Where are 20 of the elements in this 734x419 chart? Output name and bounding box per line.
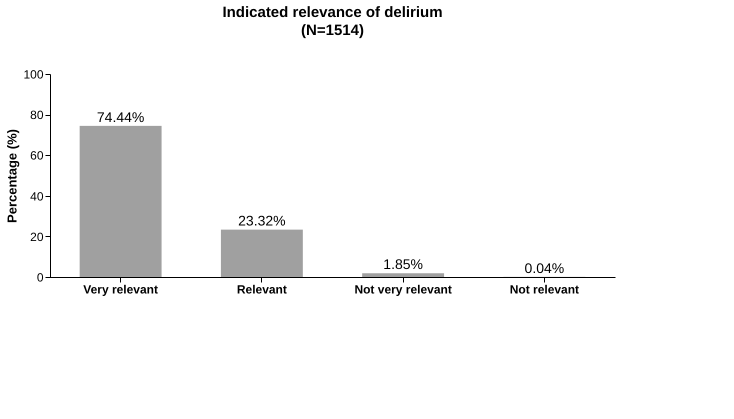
x-tick-label: Very relevant [83,282,158,296]
x-tick-label: Not relevant [510,282,580,296]
chart-title: Indicated relevance of delirium [222,4,443,21]
y-tick-label: 80 [30,108,44,122]
y-tick-label: 40 [30,189,44,204]
y-tick-label: 0 [36,270,44,284]
bar [362,273,444,277]
data-label: 74.44% [96,108,144,125]
y-tick-label: 100 [23,68,44,82]
data-label: 1.85% [383,256,423,272]
data-label: 23.32% [238,212,286,229]
y-tick-label: 60 [30,148,44,163]
chart-subtitle: (N=1514) [301,22,364,39]
y-axis-title: Percentage (%) [4,129,20,223]
data-label: 0.04% [524,260,564,276]
bar [220,230,303,277]
y-tick-label: 20 [30,230,44,244]
x-tick-label: Not very relevant [354,282,452,296]
bar [80,126,162,277]
x-tick-label: Relevant [236,282,287,296]
